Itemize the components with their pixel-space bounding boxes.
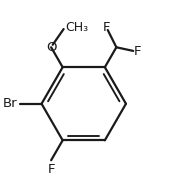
Text: F: F [133, 45, 141, 58]
Text: CH₃: CH₃ [66, 21, 89, 34]
Text: F: F [47, 162, 55, 176]
Text: F: F [103, 21, 111, 34]
Text: O: O [46, 41, 56, 54]
Text: Br: Br [3, 97, 18, 110]
